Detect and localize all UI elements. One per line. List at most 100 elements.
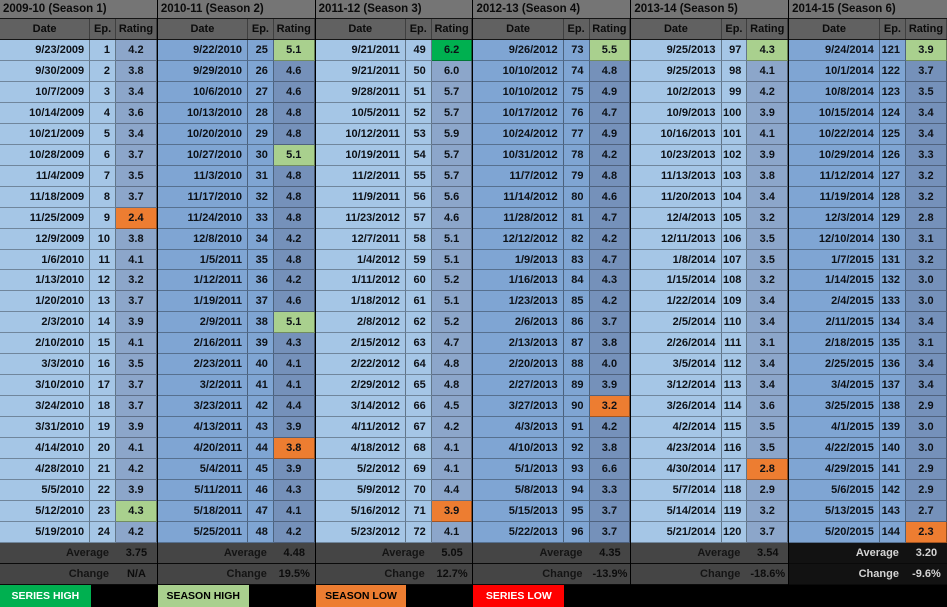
rating-cell[interactable]: 3.7 (905, 60, 947, 82)
rating-cell[interactable]: 4.1 (747, 123, 789, 145)
rating-cell[interactable]: 4.3 (589, 270, 631, 292)
date-cell[interactable]: 11/7/2012 (473, 165, 564, 187)
rating-cell[interactable]: 3.5 (747, 438, 789, 460)
rating-cell[interactable]: 3.8 (116, 60, 157, 82)
rating-cell[interactable]: 3.4 (747, 186, 789, 208)
date-cell[interactable]: 2/8/2012 (315, 312, 406, 334)
rating-cell[interactable]: 2.9 (747, 480, 789, 501)
episode-number-cell[interactable]: 64 (405, 354, 432, 376)
date-cell[interactable]: 9/30/2009 (0, 60, 91, 82)
rating-cell[interactable]: 3.4 (747, 312, 789, 334)
rating-cell[interactable]: 4.6 (589, 186, 631, 208)
episode-number-cell[interactable]: 48 (248, 521, 274, 543)
date-cell[interactable]: 10/19/2011 (315, 144, 406, 166)
episode-number-cell[interactable]: 121 (879, 40, 906, 61)
date-cell[interactable]: 10/31/2012 (473, 144, 564, 166)
date-cell[interactable]: 10/15/2014 (789, 102, 880, 124)
average-value[interactable]: 5.05 (441, 547, 463, 559)
rating-cell[interactable]: 4.8 (589, 60, 631, 82)
date-cell[interactable]: 10/6/2010 (157, 81, 248, 103)
episode-number-cell[interactable]: 3 (90, 81, 117, 103)
column-header-rating[interactable]: Rating (590, 19, 631, 39)
episode-number-cell[interactable]: 107 (721, 249, 748, 271)
rating-cell[interactable]: 3.7 (589, 521, 631, 543)
rating-cell[interactable]: 5.5 (589, 40, 631, 61)
date-cell[interactable]: 3/3/2010 (0, 354, 91, 376)
date-cell[interactable]: 3/14/2012 (315, 396, 406, 418)
date-cell[interactable]: 1/16/2013 (473, 270, 564, 292)
rating-cell[interactable]: 3.6 (116, 102, 157, 124)
episode-number-cell[interactable]: 7 (90, 165, 117, 187)
rating-cell[interactable]: 5.6 (431, 186, 473, 208)
rating-cell[interactable]: 3.5 (747, 228, 789, 250)
season-title[interactable]: 2010-11 (Season 2) (157, 0, 315, 19)
episode-number-cell[interactable]: 72 (405, 521, 432, 543)
episode-number-cell[interactable]: 20 (90, 438, 117, 460)
rating-cell[interactable]: 3.4 (905, 375, 947, 397)
date-cell[interactable]: 5/18/2011 (157, 500, 248, 522)
date-cell[interactable]: 2/23/2011 (157, 354, 248, 376)
rating-cell[interactable]: 4.8 (273, 186, 315, 208)
episode-number-cell[interactable]: 52 (405, 102, 432, 124)
episode-number-cell[interactable]: 108 (721, 270, 748, 292)
episode-number-cell[interactable]: 24 (90, 521, 117, 543)
date-cell[interactable]: 5/20/2015 (789, 521, 880, 543)
rating-cell[interactable]: 3.5 (747, 249, 789, 271)
rating-cell[interactable]: 4.7 (589, 207, 631, 229)
rating-cell[interactable]: 4.4 (273, 396, 315, 418)
rating-cell[interactable]: 4.2 (747, 81, 789, 103)
rating-cell[interactable]: 4.2 (273, 228, 315, 250)
rating-cell[interactable]: 3.3 (905, 144, 947, 166)
episode-number-cell[interactable]: 63 (405, 333, 432, 355)
date-cell[interactable]: 3/31/2010 (0, 417, 91, 439)
rating-cell[interactable]: 3.9 (747, 102, 789, 124)
episode-number-cell[interactable]: 90 (563, 396, 590, 418)
rating-cell[interactable]: 4.3 (273, 480, 315, 501)
date-cell[interactable]: 4/18/2012 (315, 438, 406, 460)
date-cell[interactable]: 9/28/2011 (315, 81, 406, 103)
date-cell[interactable]: 9/26/2012 (473, 40, 564, 61)
rating-cell[interactable]: 3.1 (905, 333, 947, 355)
episode-number-cell[interactable]: 91 (563, 417, 590, 439)
episode-number-cell[interactable]: 34 (248, 228, 274, 250)
episode-number-cell[interactable]: 28 (248, 102, 274, 124)
episode-number-cell[interactable]: 81 (563, 207, 590, 229)
legend-series-high[interactable]: SERIES HIGH (0, 585, 91, 607)
rating-cell[interactable]: 3.9 (273, 417, 315, 439)
rating-cell[interactable]: 4.9 (589, 81, 631, 103)
date-cell[interactable]: 10/22/2014 (789, 123, 880, 145)
rating-cell[interactable]: 3.0 (905, 291, 947, 313)
date-cell[interactable]: 5/19/2010 (0, 521, 91, 543)
date-cell[interactable]: 3/26/2014 (631, 396, 722, 418)
episode-number-cell[interactable]: 84 (563, 270, 590, 292)
episode-number-cell[interactable]: 26 (248, 60, 274, 82)
date-cell[interactable]: 2/5/2014 (631, 312, 722, 334)
date-cell[interactable]: 5/23/2012 (315, 521, 406, 543)
date-cell[interactable]: 2/27/2013 (473, 375, 564, 397)
episode-number-cell[interactable]: 55 (405, 165, 432, 187)
rating-cell[interactable]: 4.9 (589, 123, 631, 145)
rating-cell[interactable]: 4.7 (431, 333, 473, 355)
date-cell[interactable]: 3/23/2011 (157, 396, 248, 418)
rating-cell[interactable]: 3.5 (116, 354, 157, 376)
date-cell[interactable]: 4/14/2010 (0, 438, 91, 460)
rating-cell[interactable]: 4.6 (273, 60, 315, 82)
episode-number-cell[interactable]: 100 (721, 102, 748, 124)
episode-number-cell[interactable]: 54 (405, 144, 432, 166)
episode-number-cell[interactable]: 27 (248, 81, 274, 103)
episode-number-cell[interactable]: 76 (563, 102, 590, 124)
rating-cell[interactable]: 4.2 (589, 228, 631, 250)
date-cell[interactable]: 3/10/2010 (0, 375, 91, 397)
date-cell[interactable]: 11/14/2012 (473, 186, 564, 208)
rating-cell[interactable]: 4.1 (431, 438, 473, 460)
rating-cell[interactable]: 4.8 (273, 165, 315, 187)
episode-number-cell[interactable]: 128 (879, 186, 906, 208)
episode-number-cell[interactable]: 45 (248, 459, 274, 481)
date-cell[interactable]: 1/22/2014 (631, 291, 722, 313)
rating-cell[interactable]: 3.4 (747, 354, 789, 376)
date-cell[interactable]: 10/28/2009 (0, 144, 91, 166)
episode-number-cell[interactable]: 39 (248, 333, 274, 355)
episode-number-cell[interactable]: 137 (879, 375, 906, 397)
episode-number-cell[interactable]: 127 (879, 165, 906, 187)
episode-number-cell[interactable]: 122 (879, 60, 906, 82)
